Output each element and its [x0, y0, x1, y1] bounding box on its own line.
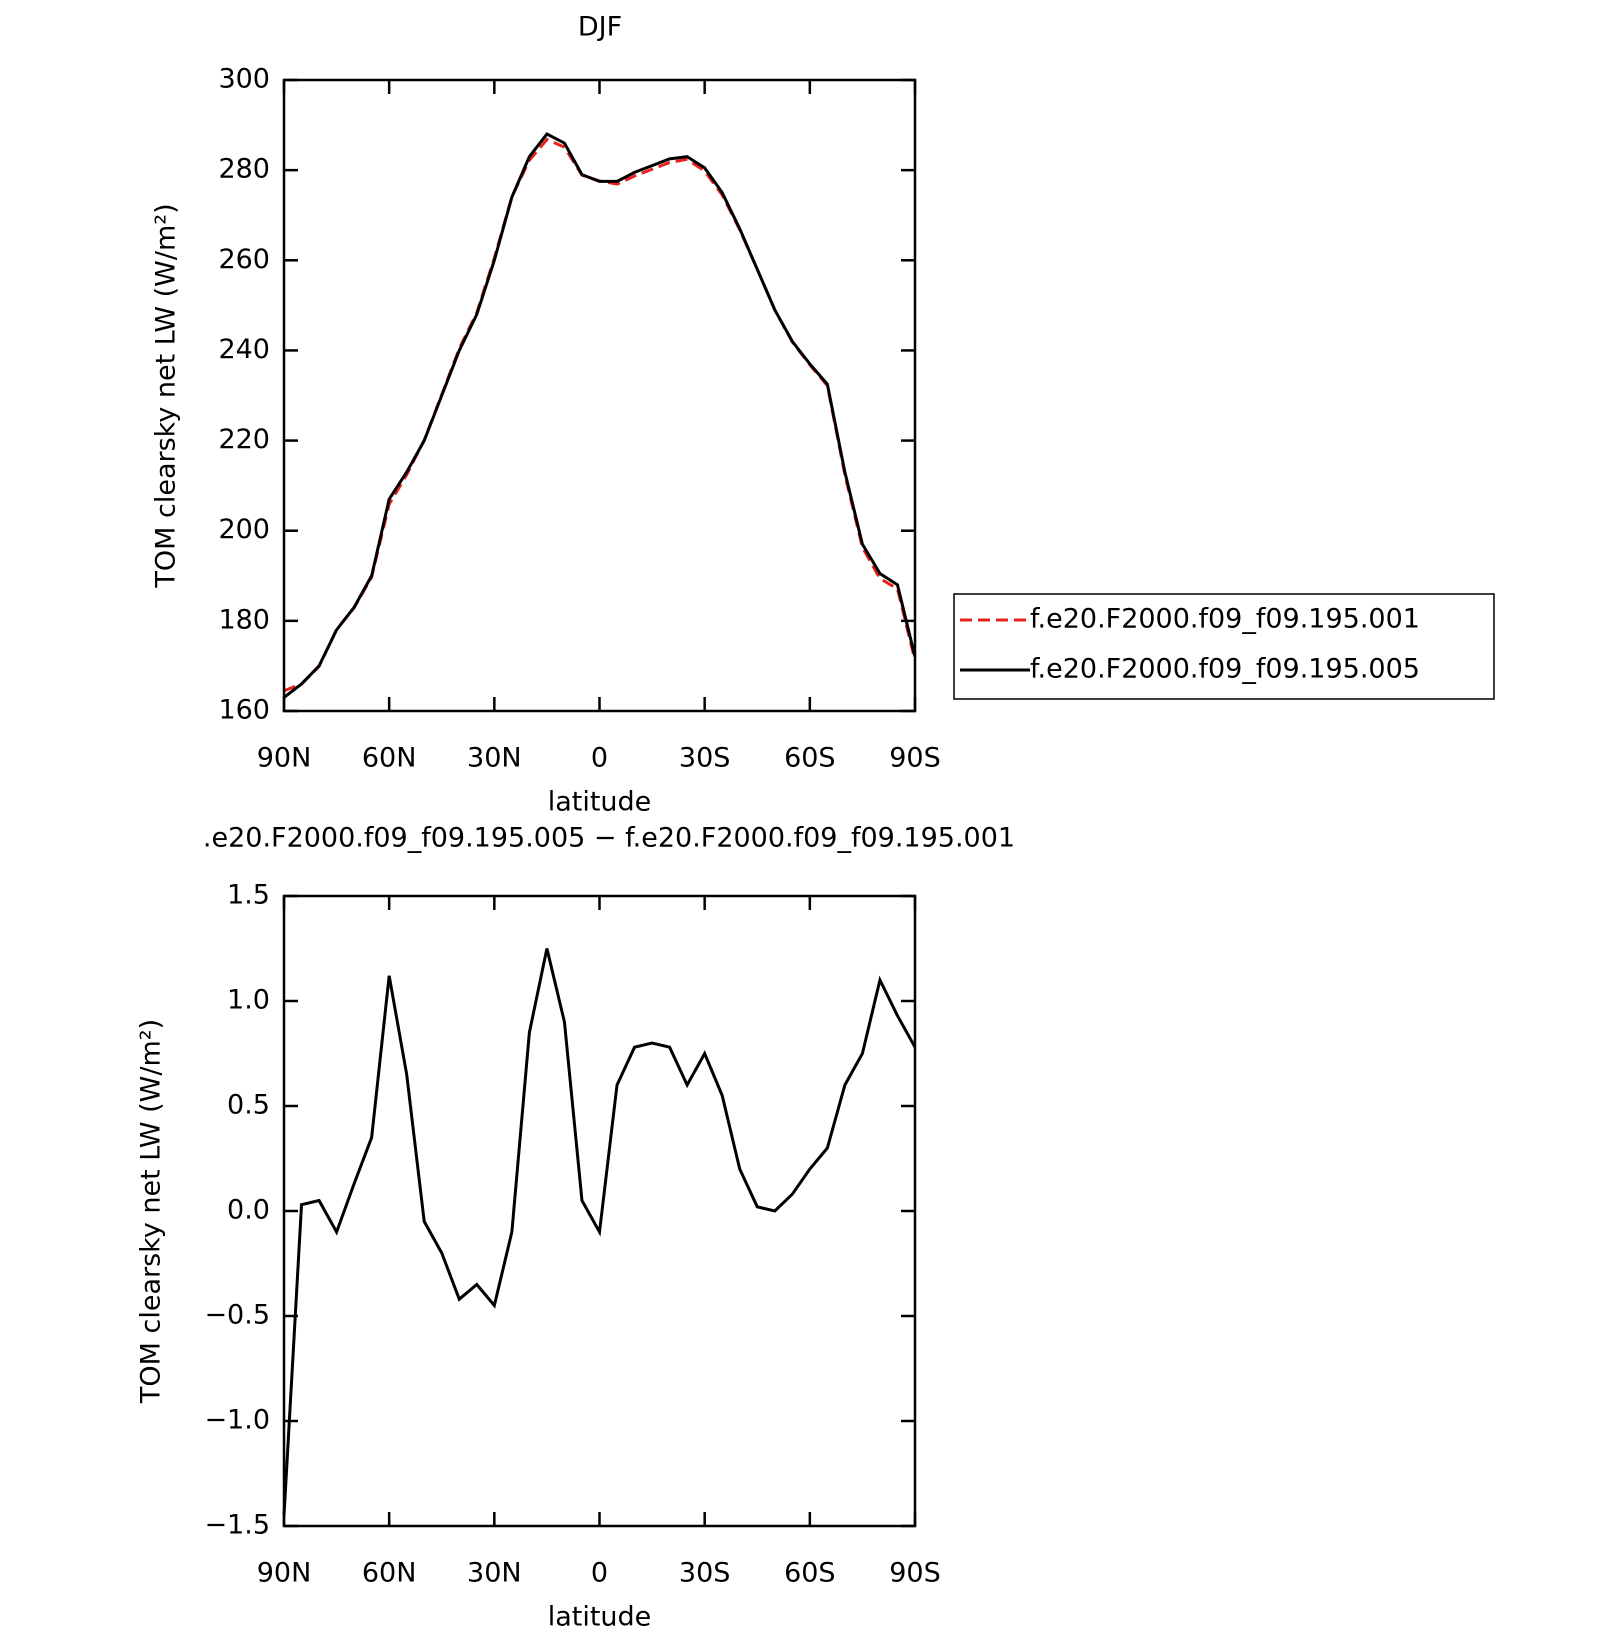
y-tick-label: 160	[218, 695, 270, 726]
y-tick-label: 0.5	[227, 1090, 270, 1121]
x-axis-label: latitude	[548, 787, 652, 818]
y-tick-label: −0.5	[204, 1300, 270, 1331]
data-line	[283, 137, 917, 693]
data-line	[283, 132, 917, 699]
y-tick-label: −1.0	[204, 1405, 270, 1436]
y-tick-label: 1.5	[227, 880, 270, 911]
chart-title: DJF	[578, 12, 622, 43]
y-axis-label: TOM clearsky net LW (W/m²)	[151, 203, 182, 588]
chart-title: .e20.F2000.f09_f09.195.005 − f.e20.F2000…	[203, 823, 1015, 854]
x-tick-label: 90N	[257, 1558, 312, 1589]
x-tick-label: 60N	[362, 743, 417, 774]
y-tick-label: 220	[218, 424, 270, 455]
y-tick-label: 300	[218, 64, 270, 95]
plot-frame	[282, 78, 917, 713]
x-tick-label: 30N	[467, 1558, 522, 1589]
plot-frame	[282, 894, 917, 1528]
x-tick-label: 90S	[889, 743, 941, 774]
x-tick-label: 90N	[257, 743, 312, 774]
x-tick-label: 90S	[889, 1558, 941, 1589]
x-tick-label: 60S	[784, 743, 836, 774]
y-tick-label: 260	[218, 244, 270, 275]
legend-label: f.e20.F2000.f09_f09.195.001	[1030, 604, 1420, 635]
y-axis-label: TOM clearsky net LW (W/m²)	[136, 1019, 167, 1404]
y-tick-label: 280	[218, 154, 270, 185]
x-tick-label: 30S	[679, 743, 731, 774]
x-tick-label: 30S	[679, 1558, 731, 1589]
y-tick-label: 180	[218, 604, 270, 635]
y-tick-label: 200	[218, 514, 270, 545]
y-tick-label: −1.5	[204, 1510, 270, 1541]
x-tick-label: 0	[591, 743, 608, 774]
data-line	[282, 948, 917, 1516]
legend-label: f.e20.F2000.f09_f09.195.005	[1030, 654, 1420, 685]
legend-box	[953, 593, 1495, 700]
x-tick-label: 60S	[784, 1558, 836, 1589]
x-tick-label: 30N	[467, 743, 522, 774]
y-tick-label: 0.0	[227, 1195, 270, 1226]
y-tick-label: 1.0	[227, 985, 270, 1016]
y-tick-label: 240	[218, 334, 270, 365]
x-tick-label: 0	[591, 1558, 608, 1589]
x-axis-label: latitude	[548, 1602, 652, 1633]
x-tick-label: 60N	[362, 1558, 417, 1589]
